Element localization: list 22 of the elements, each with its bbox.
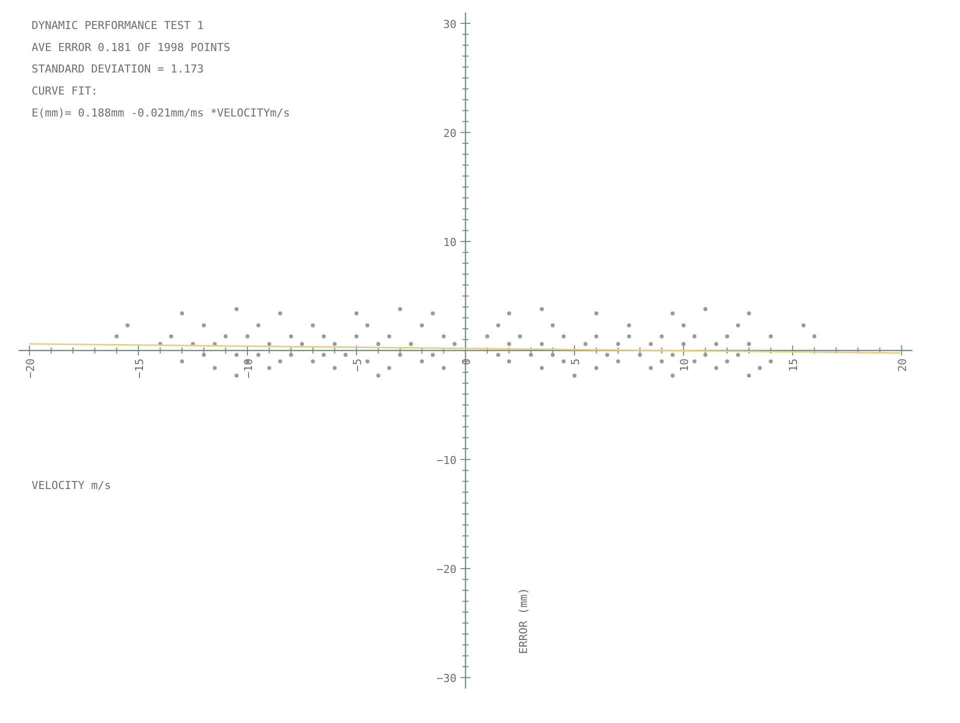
x-tick-label: −5 (350, 358, 364, 372)
x-tick-label: 15 (787, 358, 800, 372)
annotation: STANDARD DEVIATION = 1.173 (32, 62, 204, 76)
annotation: E(mm)= 0.188mm -0.021mm/ms *VELOCITYm/s (32, 106, 290, 120)
y-axis-title: ERROR (mm) (517, 588, 530, 654)
y-tick-label: −10 (436, 454, 457, 468)
x-tick-label: −10 (242, 358, 255, 378)
text: DYNAMIC PERFORMANCE TEST 1 (32, 19, 204, 32)
annotation: AVE ERROR 0.181 OF 1998 POINTS (32, 40, 230, 54)
x-tick-label: 10 (678, 358, 692, 372)
y-tick-label: −20 (436, 563, 457, 576)
y-tick-label: 10 (443, 236, 457, 249)
x-tick-label: 0 (460, 358, 473, 366)
x-tick-label: −20 (24, 358, 37, 378)
x-axis-title: VELOCITY m/s (32, 479, 112, 492)
y-tick-label: 20 (443, 126, 457, 140)
y-tick-label: −30 (436, 672, 457, 686)
x-tick-label: 5 (569, 358, 582, 366)
x-tick-label: 20 (896, 358, 910, 372)
y-tick-label: 30 (443, 18, 457, 31)
annotation: CURVE FIT: (32, 84, 98, 98)
x-tick-label: −15 (132, 358, 146, 378)
